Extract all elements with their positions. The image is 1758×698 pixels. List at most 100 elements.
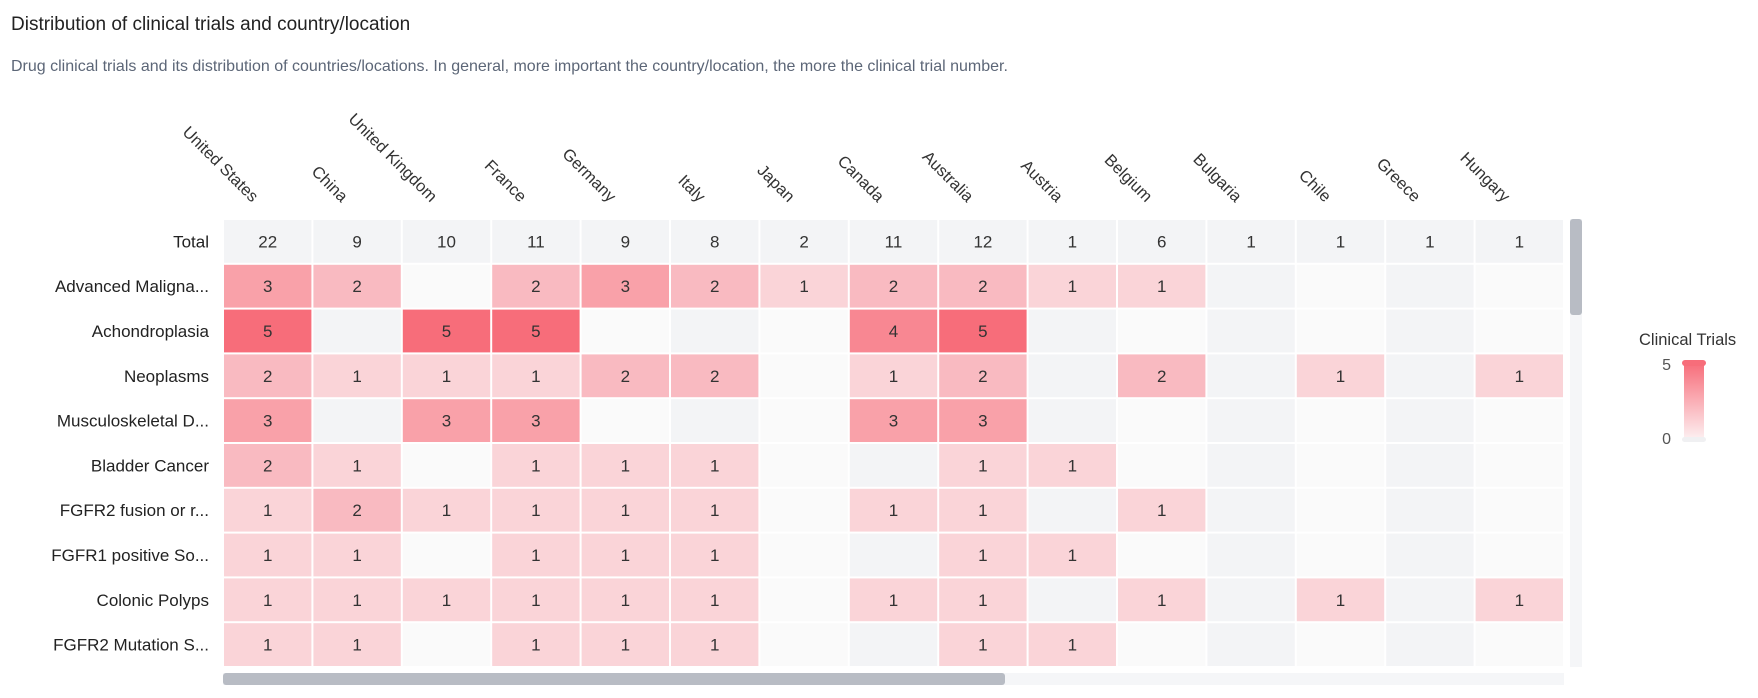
heatmap-cell[interactable] bbox=[1207, 444, 1294, 487]
cell-value: 2 bbox=[1157, 367, 1166, 386]
heatmap-cell[interactable] bbox=[1386, 310, 1473, 353]
heatmap-cell[interactable] bbox=[1297, 265, 1384, 308]
column-label: China bbox=[308, 163, 352, 207]
heatmap-cell[interactable] bbox=[850, 444, 937, 487]
heatmap-cell[interactable] bbox=[850, 623, 937, 666]
heatmap-cell[interactable] bbox=[1476, 399, 1563, 442]
heatmap-cell[interactable] bbox=[1386, 444, 1473, 487]
column-label: Italy bbox=[674, 172, 709, 207]
color-legend[interactable]: Clinical Trials50 bbox=[1639, 331, 1736, 448]
column-label: Hungary bbox=[1456, 149, 1513, 206]
heatmap-cell[interactable] bbox=[1386, 489, 1473, 532]
cell-value: 1 bbox=[352, 546, 361, 565]
heatmap-cell[interactable] bbox=[1476, 623, 1563, 666]
cell-value: 1 bbox=[263, 591, 272, 610]
heatmap-cell[interactable] bbox=[313, 310, 400, 353]
heatmap-cell[interactable] bbox=[1207, 354, 1294, 397]
heatmap-cell[interactable] bbox=[1029, 354, 1116, 397]
vertical-scroll-thumb[interactable] bbox=[1570, 219, 1582, 315]
heatmap-cell[interactable] bbox=[1029, 489, 1116, 532]
heatmap-cell[interactable] bbox=[760, 310, 847, 353]
heatmap-cell[interactable] bbox=[850, 534, 937, 577]
total-value: 12 bbox=[973, 232, 992, 251]
heatmap-cell[interactable] bbox=[403, 444, 490, 487]
column-label: United Kingdom bbox=[345, 110, 441, 206]
cell-value: 5 bbox=[531, 322, 540, 341]
heatmap-cell[interactable] bbox=[1386, 623, 1473, 666]
heatmap-cell[interactable] bbox=[1297, 310, 1384, 353]
heatmap-cell[interactable] bbox=[1297, 399, 1384, 442]
heatmap-cell[interactable] bbox=[760, 489, 847, 532]
heatmap-cell[interactable] bbox=[1207, 489, 1294, 532]
total-value: 11 bbox=[527, 232, 545, 251]
heatmap-cell[interactable] bbox=[1297, 444, 1384, 487]
heatmap-cell[interactable] bbox=[1118, 444, 1205, 487]
cell-value: 3 bbox=[263, 412, 272, 431]
heatmap-cell[interactable] bbox=[760, 444, 847, 487]
cell-value: 1 bbox=[621, 591, 630, 610]
heatmap-cell[interactable] bbox=[760, 534, 847, 577]
heatmap-cell[interactable] bbox=[582, 310, 669, 353]
heatmap-cell[interactable] bbox=[1029, 578, 1116, 621]
cell-value: 1 bbox=[1068, 546, 1077, 565]
heatmap-cell[interactable] bbox=[1386, 265, 1473, 308]
heatmap-cell[interactable] bbox=[1386, 399, 1473, 442]
heatmap-cell[interactable] bbox=[1476, 444, 1563, 487]
heatmap-cell[interactable] bbox=[671, 399, 758, 442]
cell-value: 2 bbox=[710, 367, 719, 386]
heatmap-cell[interactable] bbox=[1118, 310, 1205, 353]
cell-value: 1 bbox=[263, 501, 272, 520]
heatmap-cell[interactable] bbox=[1476, 310, 1563, 353]
heatmap-cell[interactable] bbox=[1029, 399, 1116, 442]
legend-max-handle[interactable] bbox=[1682, 360, 1706, 366]
heatmap-cell[interactable] bbox=[671, 310, 758, 353]
heatmap-cell[interactable] bbox=[1386, 578, 1473, 621]
cell-value: 1 bbox=[621, 501, 630, 520]
cell-value: 1 bbox=[263, 546, 272, 565]
cell-value: 1 bbox=[352, 636, 361, 655]
heatmap-cell[interactable] bbox=[1207, 623, 1294, 666]
row-label: Neoplasms bbox=[124, 367, 209, 386]
cell-value: 1 bbox=[531, 591, 540, 610]
heatmap-cell[interactable] bbox=[760, 623, 847, 666]
heatmap-cell[interactable] bbox=[1118, 623, 1205, 666]
heatmap-cell[interactable] bbox=[1386, 354, 1473, 397]
heatmap-cell[interactable] bbox=[1297, 489, 1384, 532]
heatmap-cell[interactable] bbox=[403, 534, 490, 577]
cell-value: 2 bbox=[352, 277, 361, 296]
horizontal-scroll-thumb[interactable] bbox=[223, 673, 1005, 685]
heatmap-cell[interactable] bbox=[1029, 310, 1116, 353]
heatmap-cell[interactable] bbox=[1207, 578, 1294, 621]
cell-value: 2 bbox=[352, 501, 361, 520]
heatmap-cell[interactable] bbox=[1207, 265, 1294, 308]
total-value: 9 bbox=[621, 232, 630, 251]
heatmap-cell[interactable] bbox=[760, 578, 847, 621]
heatmap-cell[interactable] bbox=[1207, 399, 1294, 442]
cell-value: 1 bbox=[442, 591, 451, 610]
heatmap-cell[interactable] bbox=[403, 265, 490, 308]
cell-value: 1 bbox=[1068, 636, 1077, 655]
cell-value: 1 bbox=[710, 501, 719, 520]
heatmap-cell[interactable] bbox=[582, 399, 669, 442]
row-label: Colonic Polyps bbox=[97, 591, 209, 610]
heatmap-cell[interactable] bbox=[1386, 534, 1473, 577]
heatmap-cell[interactable] bbox=[1476, 489, 1563, 532]
heatmap-cell[interactable] bbox=[1207, 310, 1294, 353]
total-value: 1 bbox=[1336, 232, 1345, 251]
column-label: United States bbox=[179, 123, 262, 206]
heatmap-cell[interactable] bbox=[403, 623, 490, 666]
heatmap-cell[interactable] bbox=[1476, 534, 1563, 577]
cell-value: 1 bbox=[889, 501, 898, 520]
heatmap-cell[interactable] bbox=[1118, 534, 1205, 577]
heatmap-cell[interactable] bbox=[1118, 399, 1205, 442]
heatmap-cell[interactable] bbox=[1207, 534, 1294, 577]
heatmap-cell[interactable] bbox=[1476, 265, 1563, 308]
heatmap-cell[interactable] bbox=[1297, 534, 1384, 577]
cell-value: 1 bbox=[1157, 591, 1166, 610]
heatmap-cell[interactable] bbox=[760, 399, 847, 442]
heatmap-cell[interactable] bbox=[1297, 623, 1384, 666]
legend-min-handle[interactable] bbox=[1682, 437, 1706, 442]
heatmap-chart: United StatesChinaUnited KingdomFranceGe… bbox=[0, 0, 1758, 698]
heatmap-cell[interactable] bbox=[760, 354, 847, 397]
heatmap-cell[interactable] bbox=[313, 399, 400, 442]
